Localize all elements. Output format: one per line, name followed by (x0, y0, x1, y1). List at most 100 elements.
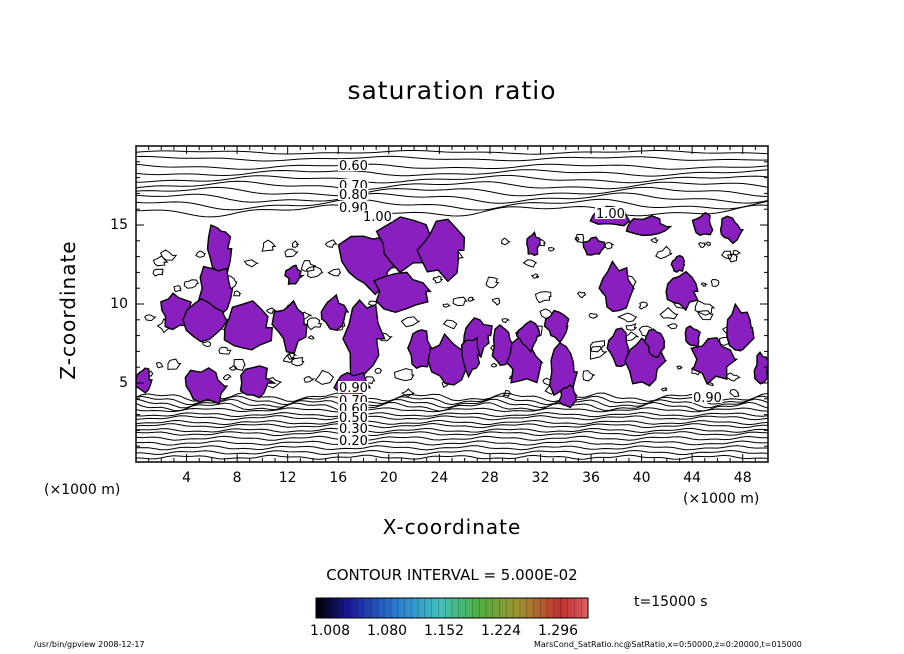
supersaturated-regions (136, 205, 768, 409)
contour-line (136, 180, 768, 191)
contour-line (159, 249, 178, 261)
supersaturated-region (526, 230, 541, 257)
contour-line (534, 291, 552, 304)
contour-line (666, 323, 678, 330)
upper-contour-label-bg (362, 210, 393, 222)
contour-line (655, 245, 673, 260)
contour-line (201, 341, 212, 348)
contour-line (467, 296, 475, 302)
contour-line (452, 296, 468, 307)
contour-line (400, 316, 421, 328)
contour-line (650, 236, 659, 244)
colorbar-tick-label: 1.008 (309, 623, 351, 639)
x-tick-label: 4 (182, 470, 192, 486)
extra-contour-label-bg (595, 207, 626, 219)
contour-line (710, 278, 720, 288)
contour-line (136, 392, 768, 403)
x-tick-label: 44 (683, 470, 702, 486)
time-label: t=15000 s (634, 594, 708, 610)
contour-line (574, 237, 580, 242)
supersaturated-region (753, 351, 768, 385)
contour-line (152, 255, 169, 267)
upper-contour-label: 1.00 (363, 210, 392, 225)
x-axis-label: X-coordinate (382, 515, 522, 539)
contour-line (314, 369, 335, 385)
supersaturated-region (684, 325, 701, 348)
contour-line (136, 435, 768, 441)
supersaturated-region (598, 260, 636, 313)
contour-line (136, 198, 768, 211)
supersaturated-region (665, 270, 699, 312)
x-tick-label: 32 (531, 470, 550, 486)
contour-line (222, 373, 232, 381)
upper-contour-label: 0.90 (339, 201, 368, 216)
contour-line (261, 239, 277, 252)
contour-line (243, 259, 260, 268)
supersaturated-region (271, 299, 308, 355)
contour-labels: 0.600.700.800.901.000.900.700.600.500.30… (338, 159, 723, 449)
contour-line (697, 241, 707, 249)
lower-contour-label-bg (338, 434, 369, 446)
contour-line (136, 427, 768, 434)
supersaturated-region (284, 264, 305, 286)
x-tick-label: 12 (278, 470, 297, 486)
contour-line (676, 365, 683, 370)
supersaturated-region (320, 293, 350, 331)
supersaturated-region (223, 300, 273, 351)
colorbar-tick-label: 1.152 (423, 623, 465, 639)
contour-line (282, 353, 296, 364)
contour-interval: CONTOUR INTERVAL = 5.000E-02 (326, 566, 578, 584)
contour-line (136, 150, 768, 155)
contour-line (136, 192, 768, 204)
upper-contour-label-bg (338, 201, 369, 213)
supersaturated-region (460, 336, 481, 379)
contour-line (705, 241, 712, 246)
contour-line (589, 340, 606, 353)
contour-line (136, 163, 768, 170)
plot-frame (135, 145, 769, 463)
contour-line (136, 169, 768, 177)
contour-line (136, 449, 768, 456)
contour-line (136, 174, 768, 184)
x-tick-label: 28 (480, 470, 499, 486)
contour-line (374, 367, 383, 375)
supersaturated-region (670, 254, 686, 273)
contour-line (155, 361, 164, 369)
contour-line (625, 322, 638, 331)
contour-line (548, 247, 555, 252)
contour-line (727, 253, 739, 263)
contour-line (136, 407, 768, 413)
supersaturated-region (416, 218, 466, 283)
contour-line (442, 319, 458, 330)
contour-line (394, 368, 415, 382)
y-tick-label: 15 (110, 217, 128, 233)
footer-right: MarsCond_SatRatio.nc@SatRatio,x=0:50000,… (534, 640, 802, 649)
contour-line (136, 430, 768, 437)
supersaturated-region (643, 328, 666, 358)
x-tick-label: 36 (582, 470, 600, 486)
contour-line (284, 248, 299, 258)
contour-line (136, 454, 768, 460)
contour-line (233, 290, 242, 297)
contour-line (726, 372, 742, 382)
contour-line (183, 279, 199, 289)
footer-left: /usr/bin/gpview 2008-12-17 (34, 640, 145, 649)
supersaturated-region (515, 320, 541, 354)
contour-line (721, 250, 733, 260)
contour-line (707, 381, 714, 387)
supersaturated-region (558, 383, 578, 409)
contour-line (233, 358, 246, 371)
contour-line (167, 358, 182, 370)
contour-line (616, 312, 638, 323)
x-tick-label: 40 (632, 470, 651, 486)
supersaturated-region (182, 297, 230, 343)
contour-line (291, 357, 305, 367)
contour-line (442, 303, 452, 308)
contour-line (729, 388, 740, 398)
supersaturated-region (373, 271, 432, 314)
x-tick-label: 24 (430, 470, 449, 486)
contour-line (575, 234, 585, 244)
contour-line (576, 291, 587, 299)
upper-contour-label-bg (338, 188, 369, 200)
